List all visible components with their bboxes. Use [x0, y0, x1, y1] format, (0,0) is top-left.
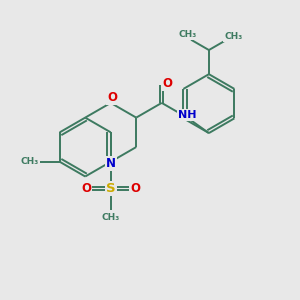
Text: O: O: [130, 182, 140, 195]
Text: N: N: [106, 157, 116, 170]
Text: CH₃: CH₃: [102, 213, 120, 222]
Text: NH: NH: [178, 110, 196, 120]
Text: CH₃: CH₃: [224, 32, 242, 41]
Text: CH₃: CH₃: [178, 30, 196, 39]
Text: O: O: [107, 91, 117, 104]
Text: S: S: [106, 182, 116, 195]
Text: CH₃: CH₃: [21, 157, 39, 166]
Text: O: O: [162, 77, 172, 90]
Text: O: O: [81, 182, 91, 195]
